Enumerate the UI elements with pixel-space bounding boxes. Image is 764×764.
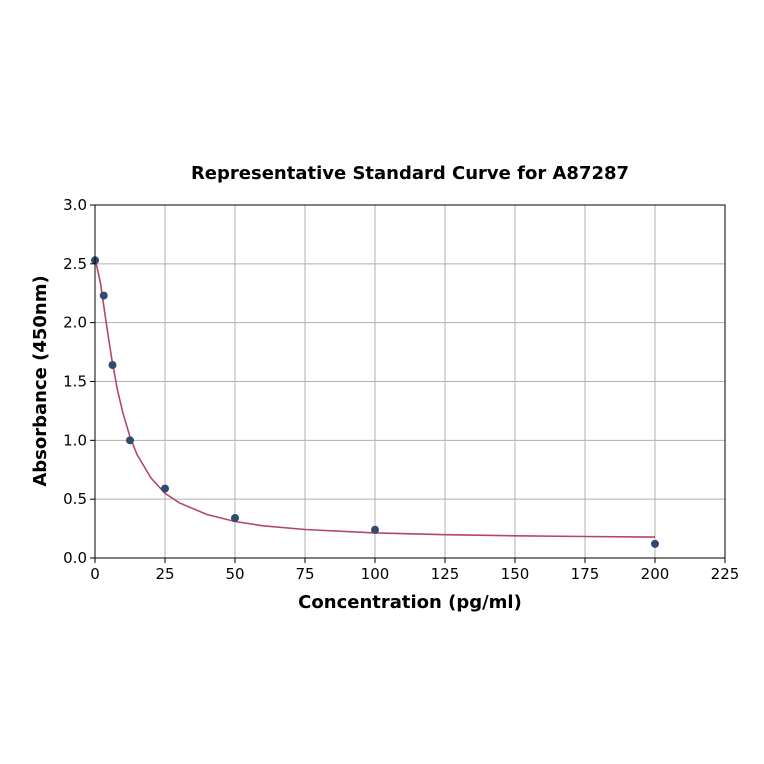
data-point (126, 436, 134, 445)
data-point (161, 484, 169, 493)
x-axis-ticks: 0 25 50 75 100 125 150 175 200 225 (90, 558, 739, 583)
y-axis-ticks: 0.0 0.5 1.0 1.5 2.0 2.5 3.0 (63, 196, 95, 567)
y-tick-label: 2.5 (63, 255, 87, 273)
y-tick-label: 0.0 (63, 549, 87, 567)
grid (94, 204, 726, 559)
data-point (99, 291, 108, 300)
x-axis-label: Concentration (pg/ml) (298, 592, 522, 613)
data-point (371, 525, 379, 534)
data-point (651, 539, 659, 548)
x-tick-label: 0 (90, 565, 100, 583)
x-tick-label: 175 (571, 565, 600, 583)
y-axis-label: Absorbance (450nm) (30, 275, 51, 486)
x-tick-label: 25 (155, 565, 174, 583)
x-tick-label: 50 (225, 565, 244, 583)
y-tick-label: 1.5 (63, 373, 87, 391)
data-point (231, 513, 239, 522)
x-tick-label: 225 (711, 565, 740, 583)
x-tick-label: 75 (295, 565, 314, 583)
chart-title: Representative Standard Curve for A87287 (191, 163, 629, 184)
x-tick-label: 125 (431, 565, 460, 583)
y-tick-label: 3.0 (63, 196, 87, 214)
x-tick-label: 150 (501, 565, 530, 583)
y-tick-label: 0.5 (63, 490, 87, 508)
y-tick-label: 2.0 (63, 314, 87, 332)
data-point (108, 361, 117, 370)
y-tick-label: 1.0 (63, 431, 87, 449)
x-tick-label: 100 (361, 565, 390, 583)
x-tick-label: 200 (641, 565, 670, 583)
